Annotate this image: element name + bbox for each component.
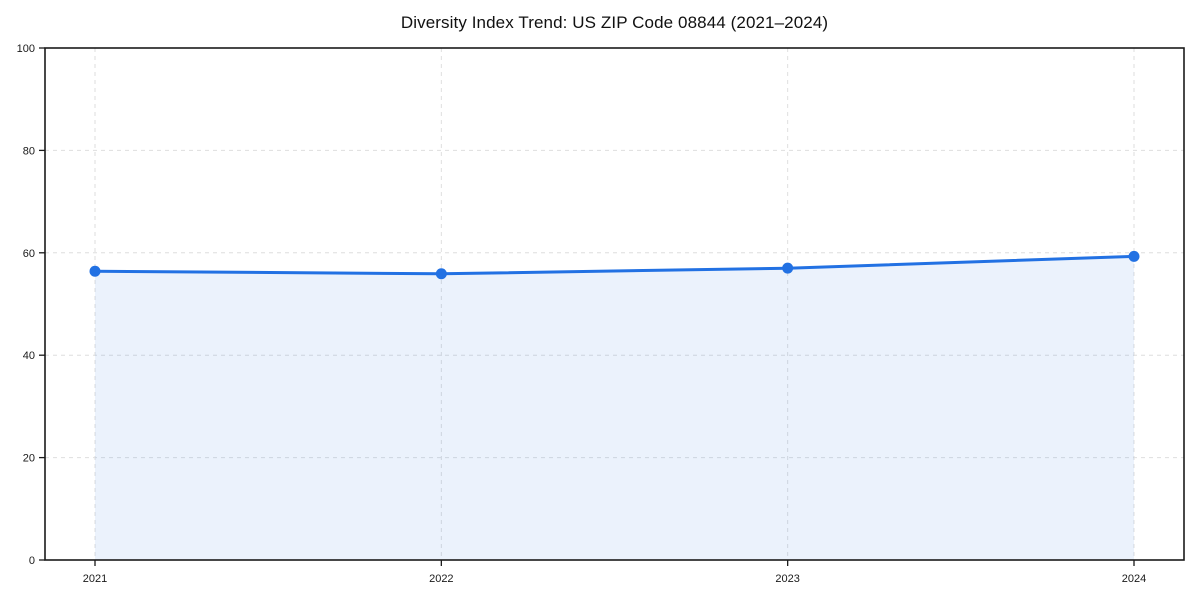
data-point-2024 [1128,250,1140,262]
plot-border [44,47,1185,561]
x-tick-label-2022: 2022 [429,573,453,585]
chart-title: Diversity Index Trend: US ZIP Code 08844… [400,13,829,32]
x-tick-label-2023: 2023 [775,573,799,585]
data-point-2022 [435,268,447,280]
y-tick-label-80: 80 [23,145,35,157]
y-tick-label-0: 0 [29,555,35,567]
data-point-2023 [782,262,794,274]
trend-line [93,254,1136,276]
x-tick-label-2024: 2024 [1122,573,1146,585]
data-point-2021 [89,265,101,277]
y-tick-label-60: 60 [23,248,35,260]
y-tick-label-100: 100 [17,43,35,55]
y-tick-label-20: 20 [23,453,35,465]
y-tick-label-40: 40 [23,350,35,362]
x-tick-label-2021: 2021 [83,573,107,585]
area-fill [95,256,1134,560]
